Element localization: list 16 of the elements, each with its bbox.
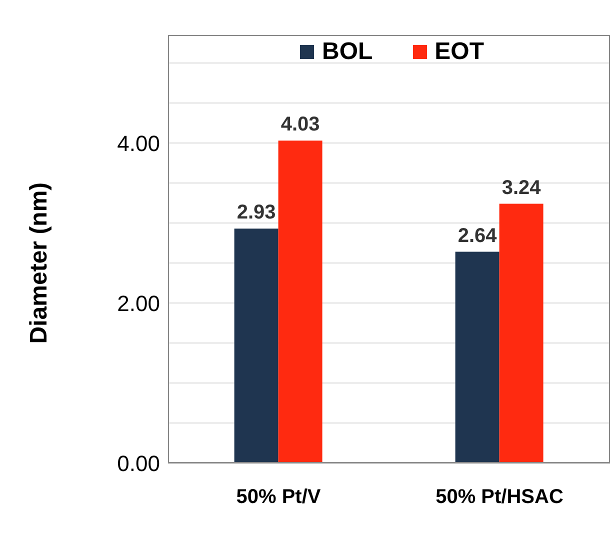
- x-tick-label: 50% Pt/V: [236, 486, 322, 508]
- x-tick-label: 50% Pt/HSAC: [436, 486, 564, 508]
- legend-label: EOT: [434, 38, 484, 66]
- bar: [499, 204, 544, 463]
- y-axis-title: Diameter (nm): [26, 182, 53, 344]
- y-tick-label: 2.00: [117, 290, 160, 316]
- bar: [455, 252, 500, 463]
- bar: [278, 140, 322, 463]
- data-label: 2.93: [236, 202, 276, 224]
- data-label: 2.64: [458, 224, 498, 247]
- y-tick-label: 0.00: [117, 450, 160, 476]
- y-tick-label: 4.00: [117, 130, 160, 156]
- data-label: 4.03: [280, 114, 320, 136]
- data-label: 3.24: [502, 176, 542, 199]
- legend-label: BOL: [322, 38, 373, 66]
- bar: [234, 228, 278, 463]
